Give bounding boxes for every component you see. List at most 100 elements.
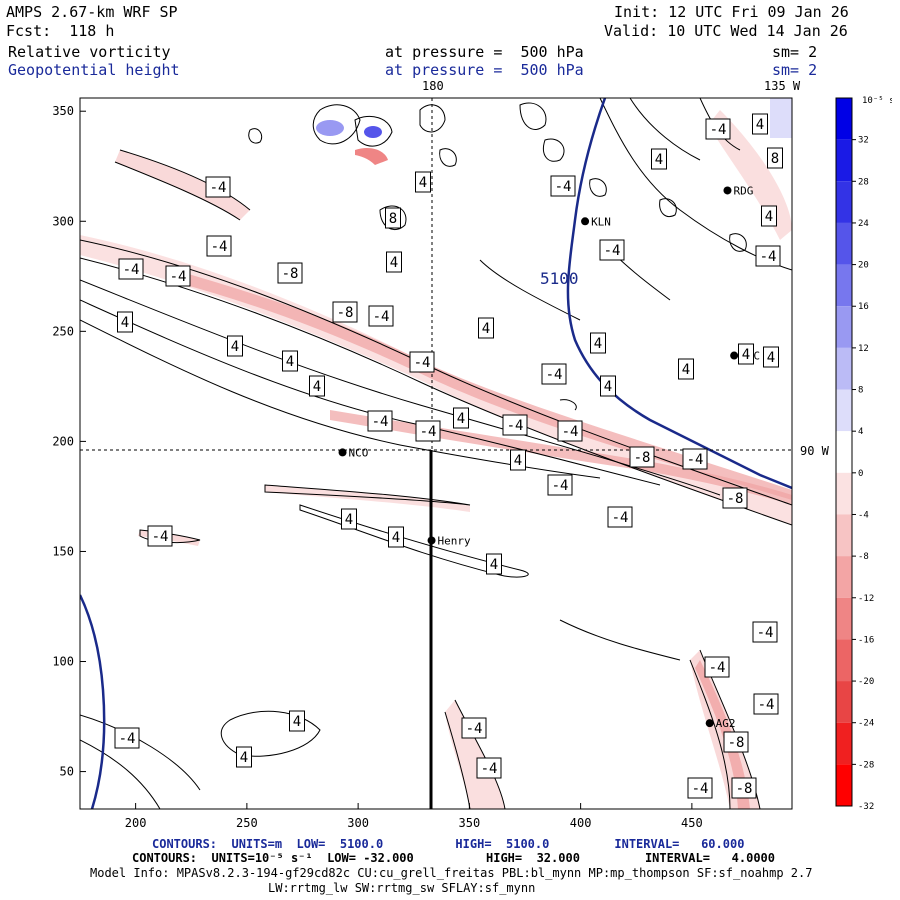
geopotential-contours [80,98,792,809]
svg-text:-4: -4 [123,262,140,278]
colorbar-block [836,722,852,765]
contour-value-label: -4 [415,420,441,442]
svg-text:-4: -4 [211,239,228,255]
svg-text:4: 4 [682,362,690,378]
contour-value-label: -4 [367,410,393,432]
colorbar-block [836,181,852,223]
svg-text:4: 4 [457,411,465,427]
contour-value-label: -8 [731,777,757,799]
positive-vorticity-shading [316,98,792,138]
colorbar-units: 10⁻⁵ s⁻¹ [862,96,892,106]
y-tick-label: 150 [52,544,74,558]
contour-value-label: -4 [206,235,232,257]
x-tick-label: 300 [347,816,369,830]
x-tick-label: 200 [125,816,147,830]
field1-smooth: sm= 2 [772,43,818,61]
colorbar-block [836,389,852,432]
station-label: KLN [591,215,611,228]
colorbar-block [836,639,852,682]
svg-text:-8: -8 [728,735,745,751]
x-tick-label: 400 [570,816,592,830]
plot-frame [79,97,793,810]
svg-text:8: 8 [771,151,779,167]
svg-text:4: 4 [240,750,248,766]
svg-text:8: 8 [389,211,397,227]
contour-value-label: 4 [117,311,133,333]
contour-value-label: -8 [629,446,655,468]
colorbar-tick-label: -24 [858,719,874,729]
colorbar-tick-label: 16 [858,302,869,312]
station-label: AG2 [716,717,736,730]
contour-value-label: 4 [386,251,402,273]
contour-value-label: -8 [723,731,749,753]
svg-text:-4: -4 [562,424,579,440]
svg-text:-4: -4 [692,781,709,797]
y-tick-label: 100 [52,655,74,669]
contour-value-label: -8 [277,262,303,284]
svg-text:-4: -4 [373,309,390,325]
y-tick-label: 250 [52,324,74,338]
svg-text:-4: -4 [760,249,777,265]
forecast-hour: Fcst: 118 h [6,22,115,40]
contour-value-label: 8 [767,147,783,169]
colorbar-block [836,347,852,390]
svg-text:-4: -4 [552,478,569,494]
height-contour-label: 5100 [540,269,579,288]
x-tick-label: 250 [236,816,258,830]
svg-text:-4: -4 [710,122,727,138]
colorbar-block [836,139,852,182]
contour-value-label: -4 [557,420,583,442]
colorbar-tick-label: -4 [858,510,869,520]
contour-value-label: 4 [600,375,616,397]
svg-text:-8: -8 [634,450,651,466]
svg-text:-4: -4 [414,355,431,371]
contour-value-label: 8 [385,207,401,229]
svg-text:-4: -4 [466,721,483,737]
colorbar-tick-label: 32 [858,136,869,146]
field1-level: at pressure = 500 hPa [385,43,584,61]
colorbar-block [836,556,852,598]
contour-value-label: 4 [415,171,431,193]
colorbar-tick-label: 4 [858,427,863,437]
svg-text:4: 4 [482,321,490,337]
contour-value-label: -4 [752,621,778,643]
contour-value-label: 4 [510,449,526,471]
svg-text:-4: -4 [507,418,524,434]
svg-text:4: 4 [293,714,301,730]
contour-value-label: -4 [547,474,573,496]
colorbar-block [836,222,852,265]
x-tick-label: 450 [681,816,703,830]
svg-text:-4: -4 [687,452,704,468]
field1-name: Relative vorticity [8,43,171,61]
contour-value-label: -4 [118,258,144,280]
contour-value-label: -4 [368,305,394,327]
colorbar-block [836,681,852,723]
y-tick-label: 200 [52,434,74,448]
svg-text:4: 4 [392,530,400,546]
colorbar-tick-label: -8 [858,552,869,562]
colorbar-tick-label: -16 [858,635,874,645]
svg-text:4: 4 [756,117,764,133]
contour-value-label: 4 [752,113,768,135]
contour-value-label: -4 [409,351,435,373]
colorbar-block [836,514,852,557]
contour-value-label: 4 [289,710,305,732]
station-marker [723,186,732,195]
graticule-lines [80,98,792,451]
contour-value-label: -4 [165,265,191,287]
field2-smooth: sm= 2 [772,61,818,79]
y-tick-label: 350 [52,104,74,118]
x-tick-label: 350 [459,816,481,830]
contour-value-label: 4 [738,343,754,365]
field2-name: Geopotential height [8,61,180,79]
colorbar-tick-label: 12 [858,344,869,354]
svg-text:-4: -4 [481,761,498,777]
svg-text:-4: -4 [709,660,726,676]
contour-labels: -4 -4 -4 -4 -8 -8 -4 -4 -4 -4 -4 -4 -4 -8 -4 -4 -4 -8 -4 -4… [114,113,783,799]
svg-text:4: 4 [765,209,773,225]
svg-text:4: 4 [419,175,427,191]
contour-value-label: -4 [114,727,140,749]
meridian-135w-label: 135 W [764,79,801,93]
station-marker [705,719,714,728]
